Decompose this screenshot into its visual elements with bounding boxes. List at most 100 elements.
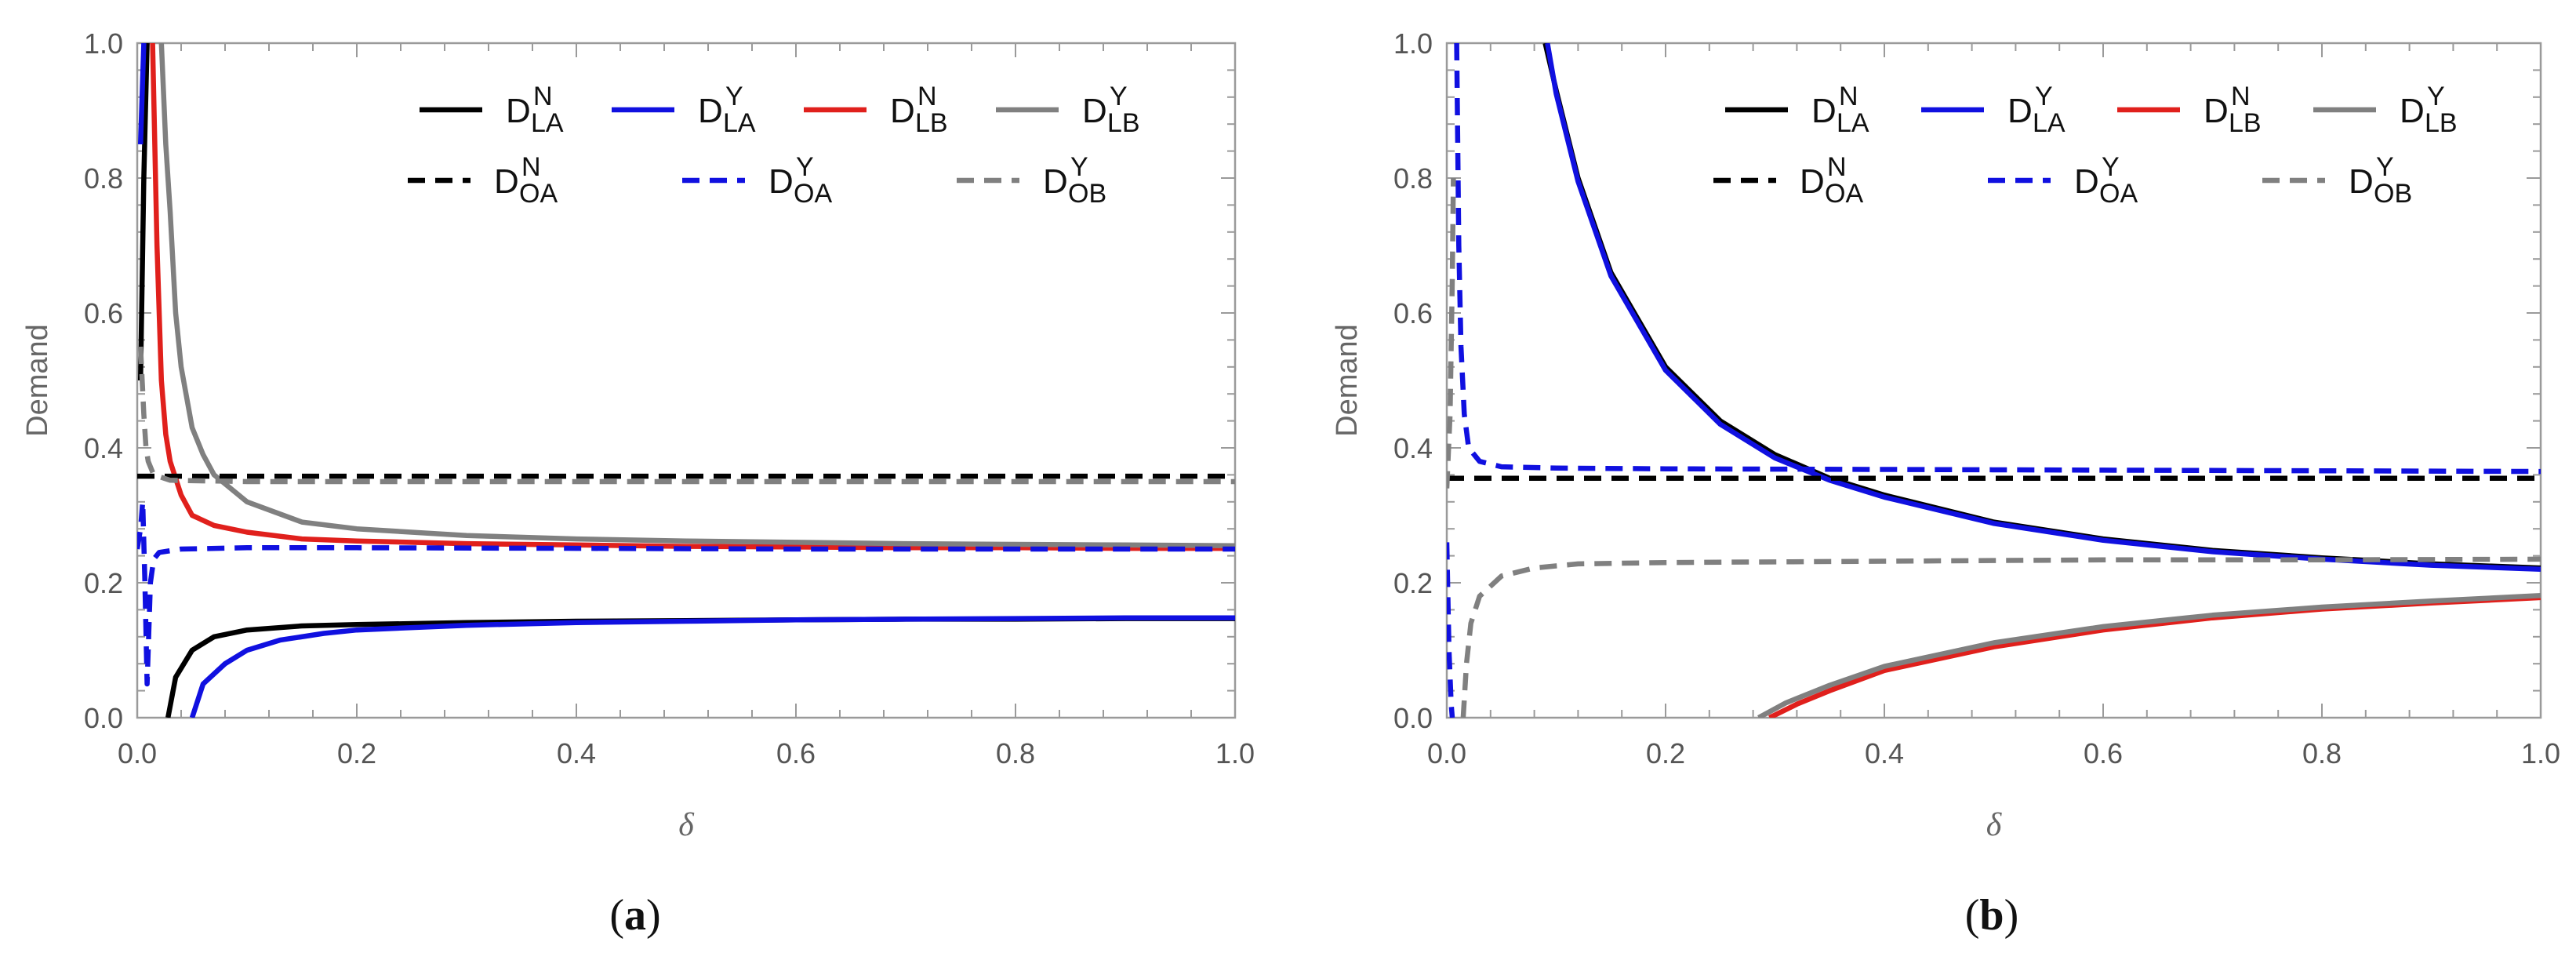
plot-frame bbox=[136, 42, 1237, 719]
legend-item: D LAN bbox=[420, 82, 564, 138]
series-line bbox=[189, 615, 1235, 718]
y-tick-label: 1.0 bbox=[84, 27, 123, 60]
y-tick-label: 0.2 bbox=[84, 567, 123, 599]
y-tick-label: 0.8 bbox=[1393, 162, 1433, 195]
y-axis-title: Demand bbox=[21, 324, 54, 437]
legend-sup: N bbox=[533, 82, 553, 111]
legend-label: D bbox=[890, 92, 915, 130]
legend-sub: LA bbox=[2033, 108, 2066, 138]
legend-label: D bbox=[2400, 92, 2425, 130]
legend-label: D bbox=[506, 92, 531, 130]
y-tick-label: 0.8 bbox=[84, 162, 123, 195]
legend-label: D bbox=[698, 92, 723, 130]
legend-sup: N bbox=[2231, 82, 2251, 111]
series-line bbox=[137, 43, 150, 381]
legend-sub: OB bbox=[1068, 179, 1106, 209]
legend-sup: Y bbox=[2035, 82, 2053, 111]
legend-item: D LBY bbox=[996, 82, 1140, 138]
legend-sub: OB bbox=[2374, 179, 2412, 209]
legend-sup: Y bbox=[725, 82, 743, 111]
legend-label: D bbox=[1082, 92, 1107, 130]
legend-item: D OBY bbox=[957, 152, 1106, 209]
legend-sup: N bbox=[1827, 152, 1847, 182]
legend-sup: Y bbox=[1110, 82, 1128, 111]
x-tick-label: 0.0 bbox=[118, 737, 157, 769]
x-tick-label: 0.2 bbox=[1646, 737, 1685, 769]
legend-sup: Y bbox=[2376, 152, 2394, 182]
series-line bbox=[1768, 595, 2541, 718]
series-line bbox=[1447, 542, 1455, 718]
y-tick-label: 0.0 bbox=[84, 702, 123, 734]
legend-sup: N bbox=[1839, 82, 1858, 111]
legend-sup: Y bbox=[2102, 152, 2120, 182]
x-tick-label: 0.0 bbox=[1427, 737, 1466, 769]
legend-item: D LBN bbox=[804, 82, 948, 138]
x-tick-label: 0.6 bbox=[776, 737, 816, 769]
panel-label: (b) bbox=[1965, 891, 2018, 940]
legend-label: D bbox=[2074, 162, 2099, 201]
legend-sub: LB bbox=[2425, 108, 2458, 138]
x-tick-label: 1.0 bbox=[1215, 737, 1255, 769]
legend-sub: OA bbox=[519, 179, 558, 209]
legend-sub: LB bbox=[1107, 108, 1140, 138]
legend-item: D OAN bbox=[1713, 152, 1863, 209]
y-tick-label: 0.0 bbox=[1393, 702, 1433, 734]
legend-sub: LB bbox=[915, 108, 948, 138]
legend-label: D bbox=[2007, 92, 2033, 130]
series-line bbox=[1460, 556, 2541, 718]
x-tick-label: 0.4 bbox=[1865, 737, 1904, 769]
legend-item: D LAY bbox=[612, 82, 756, 138]
series-group bbox=[137, 43, 1235, 718]
y-tick-label: 0.6 bbox=[1393, 297, 1433, 329]
legend-label: D bbox=[2349, 162, 2374, 201]
legend-label: D bbox=[2204, 92, 2229, 130]
series-line bbox=[1545, 43, 2541, 573]
y-tick-label: 0.2 bbox=[1393, 567, 1433, 599]
legend-label: D bbox=[494, 162, 519, 201]
legend-sup: N bbox=[521, 152, 541, 182]
chart-panel-b: 0.0 0.2 0.4 0.6 0.8 1.0 0.0 0.2 0.4 0.6 0.8 1.0 δ Dem… bbox=[1331, 27, 2560, 940]
legend-label: D bbox=[768, 162, 794, 201]
legend-label: D bbox=[1800, 162, 1825, 201]
legend-sup: Y bbox=[2427, 82, 2445, 111]
legend-item: D LBY bbox=[2313, 82, 2458, 138]
legend-sub: OA bbox=[794, 179, 832, 209]
series-line bbox=[137, 43, 147, 145]
legend-item: D OAN bbox=[408, 152, 558, 209]
y-tick-label: 0.4 bbox=[84, 432, 123, 464]
legend-sub: LA bbox=[531, 108, 564, 138]
x-tick-label: 0.4 bbox=[557, 737, 596, 769]
series-group bbox=[1447, 43, 2541, 718]
series-line bbox=[137, 346, 1235, 485]
legend-sub: LB bbox=[2229, 108, 2262, 138]
series-line bbox=[158, 43, 1235, 548]
panel-label: (a) bbox=[609, 891, 660, 940]
x-tick-label: 1.0 bbox=[2521, 737, 2560, 769]
legend-sub: OA bbox=[2099, 179, 2138, 209]
legend-sub: OA bbox=[1825, 179, 1863, 209]
legend-item: D LAY bbox=[1921, 82, 2066, 138]
legend-sup: Y bbox=[796, 152, 814, 182]
y-axis-title: Demand bbox=[1331, 324, 1364, 437]
x-tick-label: 0.8 bbox=[996, 737, 1035, 769]
legend-sub: LA bbox=[723, 108, 756, 138]
legend-item: D OBY bbox=[2262, 152, 2412, 209]
legend-item: D LAN bbox=[1725, 82, 1869, 138]
plot-frame bbox=[1445, 42, 2542, 719]
legend-item: D OAY bbox=[1988, 152, 2138, 209]
legend-item: D OAY bbox=[682, 152, 832, 209]
y-tick-label: 1.0 bbox=[1393, 27, 1433, 60]
legend-sub: LA bbox=[1837, 108, 1869, 138]
x-tick-label: 0.8 bbox=[2302, 737, 2342, 769]
series-line bbox=[150, 43, 1235, 551]
legend-sup: Y bbox=[1070, 152, 1088, 182]
series-line bbox=[137, 499, 1235, 687]
x-tick-label: 0.2 bbox=[337, 737, 376, 769]
x-tick-label: 0.6 bbox=[2084, 737, 2123, 769]
series-line bbox=[1454, 43, 2541, 475]
x-axis-title: δ bbox=[1986, 807, 2003, 843]
legend-label: D bbox=[1811, 92, 1837, 130]
